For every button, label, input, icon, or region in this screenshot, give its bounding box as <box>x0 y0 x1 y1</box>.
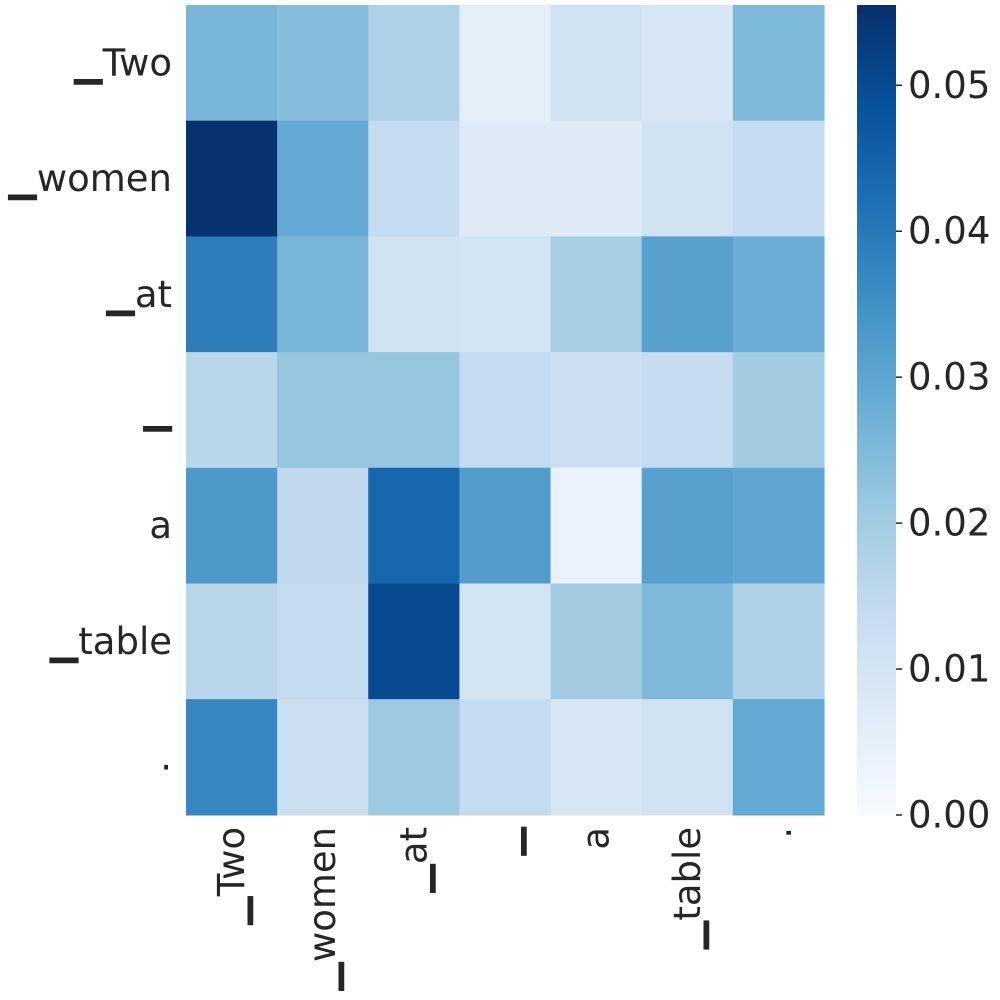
heatmap-cell-r1-c3 <box>459 120 552 237</box>
heatmap-cell-r6-c1 <box>277 699 369 816</box>
heatmap-cell-r1-c5 <box>641 120 734 237</box>
colorbar-ticks: 0.00 0.01 0.02 0.03 0.04 0.05 <box>896 64 990 837</box>
heatmap-cell-r0-c5 <box>641 5 734 122</box>
x-tick-label: ▁at <box>392 827 436 894</box>
heatmap-cell-r5-c1 <box>277 583 369 700</box>
colorbar-tick-label: 0.02 <box>908 502 990 545</box>
heatmap-cell-r6-c3 <box>459 699 552 816</box>
heatmap-cell-r5-c0 <box>186 583 278 700</box>
heatmap-cell-r4-c2 <box>368 467 461 585</box>
colorbar-tick-label: 0.03 <box>908 356 990 399</box>
heatmap-cell-r1-c6 <box>732 120 825 237</box>
heatmap-cell-r2-c1 <box>277 236 369 353</box>
heatmap-cell-r3-c1 <box>277 352 369 469</box>
heatmap-cell-r0-c0 <box>186 5 278 122</box>
heatmap-cell-r1-c2 <box>368 120 461 237</box>
heatmap-cell-r4-c6 <box>732 467 825 585</box>
heatmap-cell-r4-c0 <box>186 467 278 585</box>
heatmap-cell-r6-c4 <box>550 699 643 816</box>
heatmap-cell-r4-c4 <box>550 467 643 585</box>
y-tick-label: . <box>160 736 172 779</box>
heatmap-cell-r1-c0 <box>186 120 278 237</box>
y-tick-label: a <box>149 504 172 547</box>
colorbar-tick-label: 0.04 <box>908 210 990 253</box>
heatmap-cell-r5-c2 <box>368 583 461 700</box>
heatmap-cell-r0-c1 <box>277 5 369 122</box>
y-tick-label: ▁at <box>105 273 172 317</box>
colorbar-tick-label: 0.00 <box>908 794 990 837</box>
colorbar-tick-label: 0.01 <box>908 648 990 691</box>
heatmap-cell-r2-c3 <box>459 236 552 353</box>
heatmap-cell-r4-c3 <box>459 467 552 585</box>
colorbar-tick-label: 0.05 <box>908 64 990 107</box>
x-tick-label: ▁ <box>483 826 527 856</box>
heatmap-cell-r4-c5 <box>641 467 734 585</box>
heatmap-cell-r6-c6 <box>732 699 825 816</box>
heatmap-cell-r3-c0 <box>186 352 278 469</box>
x-tick-label: a <box>575 827 618 850</box>
heatmap-cell-r2-c4 <box>550 236 643 353</box>
heatmap-cell-r3-c3 <box>459 352 552 469</box>
y-tick-label: ▁Two <box>73 41 172 85</box>
heatmap-cell-r4-c1 <box>277 467 369 585</box>
heatmap-cell-r2-c5 <box>641 236 734 353</box>
y-tick-label: ▁table <box>49 620 172 664</box>
heatmap-cell-r1-c4 <box>550 120 643 237</box>
heatmap-cell-r0-c3 <box>459 5 552 122</box>
heatmap-cell-r5-c3 <box>459 583 552 700</box>
heatmap-cell-r5-c6 <box>732 583 825 700</box>
heatmap-cell-r0-c6 <box>732 5 825 122</box>
heatmap-cell-r1-c1 <box>277 120 369 237</box>
x-tick-label: ▁table <box>666 827 710 950</box>
heatmap-cell-r6-c5 <box>641 699 734 816</box>
heatmap-cell-r5-c5 <box>641 583 734 700</box>
heatmap-cells <box>186 5 825 816</box>
heatmap-cell-r6-c0 <box>186 699 278 816</box>
x-tick-label: . <box>757 827 800 839</box>
colorbar <box>857 5 896 815</box>
y-tick-labels: ▁Two ▁women ▁at ▁ a ▁table. <box>7 41 172 778</box>
heatmap-cell-r5-c4 <box>550 583 643 700</box>
heatmap-cell-r0-c2 <box>368 5 461 122</box>
heatmap-cell-r3-c2 <box>368 352 461 469</box>
x-tick-labels: ▁Two ▁women ▁at ▁ a ▁table. <box>210 826 800 991</box>
heatmap-cell-r3-c4 <box>550 352 643 469</box>
x-tick-label: ▁women <box>301 827 345 992</box>
x-tick-label: ▁Two <box>210 827 254 926</box>
heatmap-cell-r6-c2 <box>368 699 461 816</box>
heatmap-cell-r3-c6 <box>732 352 825 469</box>
heatmap-cell-r3-c5 <box>641 352 734 469</box>
heatmap-cell-r0-c4 <box>550 5 643 122</box>
y-tick-label: ▁ <box>143 388 173 432</box>
heatmap-cell-r2-c0 <box>186 236 278 353</box>
y-tick-label: ▁women <box>7 157 172 201</box>
heatmap-cell-r2-c6 <box>732 236 825 353</box>
heatmap-cell-r2-c2 <box>368 236 461 353</box>
